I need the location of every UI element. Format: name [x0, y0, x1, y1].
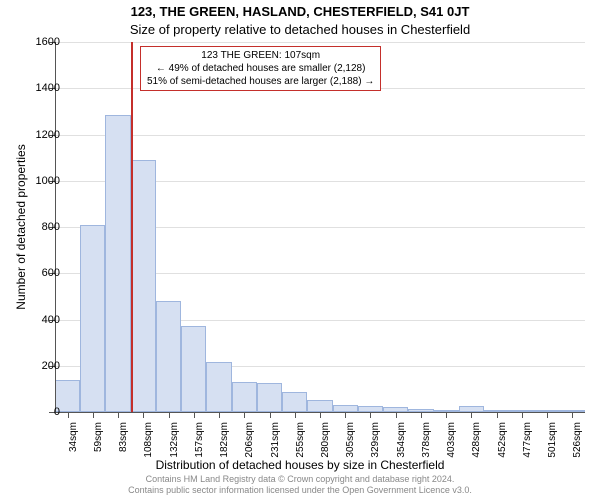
- grid-line: [55, 135, 585, 136]
- x-tick-label: 132sqm: [169, 422, 180, 472]
- histogram-chart: 123 THE GREEN: 107sqm← 49% of detached h…: [55, 42, 585, 412]
- x-tick-label: 477sqm: [522, 422, 533, 472]
- x-tick-label: 305sqm: [345, 422, 356, 472]
- histogram-bar: [232, 382, 257, 412]
- footer-line-1: Contains HM Land Registry data © Crown c…: [0, 474, 600, 485]
- y-tick-label: 1200: [20, 130, 60, 141]
- x-tick-label: 108sqm: [143, 422, 154, 472]
- y-tick-label: 1000: [20, 176, 60, 187]
- x-tick-label: 403sqm: [446, 422, 457, 472]
- page-subtitle: Size of property relative to detached ho…: [0, 22, 600, 37]
- x-tick-label: 231sqm: [270, 422, 281, 472]
- grid-line: [55, 42, 585, 43]
- x-tick-label: 354sqm: [396, 422, 407, 472]
- histogram-bar: [181, 326, 206, 412]
- y-tick-label: 600: [20, 268, 60, 279]
- y-tick-label: 800: [20, 222, 60, 233]
- x-tick-label: 59sqm: [93, 422, 104, 472]
- x-tick-label: 501sqm: [547, 422, 558, 472]
- x-tick-label: 378sqm: [421, 422, 432, 472]
- histogram-bar: [282, 392, 307, 412]
- histogram-bar: [333, 405, 358, 412]
- x-axis: [55, 412, 585, 413]
- histogram-bar: [156, 301, 181, 412]
- x-tick-label: 157sqm: [194, 422, 205, 472]
- histogram-bar: [206, 362, 231, 412]
- x-tick-label: 452sqm: [497, 422, 508, 472]
- footer-line-2: Contains public sector information licen…: [0, 485, 600, 496]
- x-tick-label: 34sqm: [68, 422, 79, 472]
- annotation-line: 51% of semi-detached houses are larger (…: [147, 75, 374, 88]
- y-tick-label: 0: [20, 407, 60, 418]
- x-tick-label: 329sqm: [370, 422, 381, 472]
- annotation-line: 123 THE GREEN: 107sqm: [147, 49, 374, 62]
- x-tick-label: 255sqm: [295, 422, 306, 472]
- histogram-bar: [131, 160, 156, 412]
- page-title: 123, THE GREEN, HASLAND, CHESTERFIELD, S…: [0, 4, 600, 19]
- property-marker-line: [131, 42, 133, 412]
- histogram-bar: [257, 383, 282, 412]
- x-tick-label: 182sqm: [219, 422, 230, 472]
- footer-attribution: Contains HM Land Registry data © Crown c…: [0, 474, 600, 496]
- histogram-bar: [80, 225, 105, 412]
- y-tick-label: 1600: [20, 37, 60, 48]
- histogram-bar: [307, 400, 332, 412]
- y-tick-label: 200: [20, 361, 60, 372]
- histogram-bar: [105, 115, 130, 412]
- x-tick-label: 206sqm: [244, 422, 255, 472]
- x-tick-label: 280sqm: [320, 422, 331, 472]
- y-tick-label: 1400: [20, 83, 60, 94]
- y-tick-label: 400: [20, 315, 60, 326]
- annotation-box: 123 THE GREEN: 107sqm← 49% of detached h…: [140, 46, 381, 91]
- x-tick-label: 428sqm: [471, 422, 482, 472]
- x-tick-label: 83sqm: [118, 422, 129, 472]
- annotation-line: ← 49% of detached houses are smaller (2,…: [147, 62, 374, 75]
- x-tick-label: 526sqm: [572, 422, 583, 472]
